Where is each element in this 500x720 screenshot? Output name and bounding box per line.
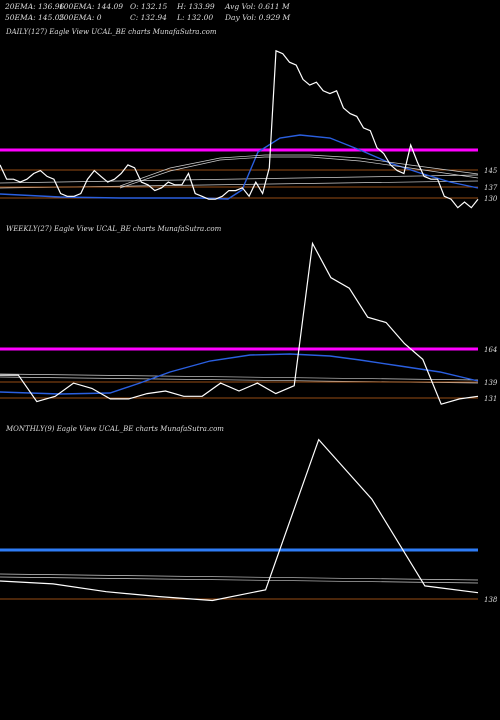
avg-vol-value: Avg Vol: 0.611 M — [225, 2, 290, 11]
price-line — [0, 241, 479, 405]
chart-title: MONTHLY(9) Eagle View UCAL_BE charts Mun… — [5, 425, 224, 433]
level-label: 139 — [484, 379, 498, 387]
ema20-value: 20EMA: 136.96 — [5, 2, 65, 11]
ema200-value: 200EMA: 0 — [59, 13, 102, 22]
level-label: 145 — [484, 167, 498, 175]
level-label: 137 — [484, 184, 498, 192]
level-label: 131 — [484, 395, 497, 403]
moving-average-line — [0, 134, 479, 200]
chart-panel-1: DAILY(127) Eagle View UCAL_BE charts Mun… — [0, 28, 498, 209]
level-label: 164 — [484, 346, 497, 354]
low-value: L: 132.00 — [177, 13, 214, 22]
moving-average-line — [0, 353, 479, 395]
ema100-value: 100EMA: 144.09 — [59, 2, 124, 11]
indicator-header: 20EMA: 136.96 100EMA: 144.09 O: 132.15 H… — [5, 2, 495, 24]
price-line — [0, 438, 479, 602]
chart-panel-2: WEEKLY(27) Eagle View UCAL_BE charts Mun… — [0, 225, 498, 405]
high-value: H: 133.99 — [177, 2, 215, 11]
ema-guide-line — [0, 573, 479, 581]
level-label: 138 — [484, 596, 498, 604]
day-vol-value: Day Vol: 0.929 M — [225, 13, 291, 22]
ema-guide-line — [0, 576, 479, 584]
price-line — [0, 49, 479, 209]
chart-panel-3: MONTHLY(9) Eagle View UCAL_BE charts Mun… — [0, 425, 498, 604]
open-value: O: 132.15 — [130, 2, 168, 11]
ema50-value: 50EMA: 145.05 — [5, 13, 65, 22]
chart-title: WEEKLY(27) Eagle View UCAL_BE charts Mun… — [6, 225, 222, 233]
moving-average-line — [119, 156, 479, 189]
ema-guide-line — [0, 174, 479, 184]
level-label: 130 — [484, 195, 498, 203]
close-value: C: 132.94 — [130, 13, 167, 22]
chart-title: DAILY(127) Eagle View UCAL_BE charts Mun… — [5, 28, 217, 36]
ema-guide-line — [0, 373, 479, 381]
moving-average-line — [119, 154, 479, 187]
